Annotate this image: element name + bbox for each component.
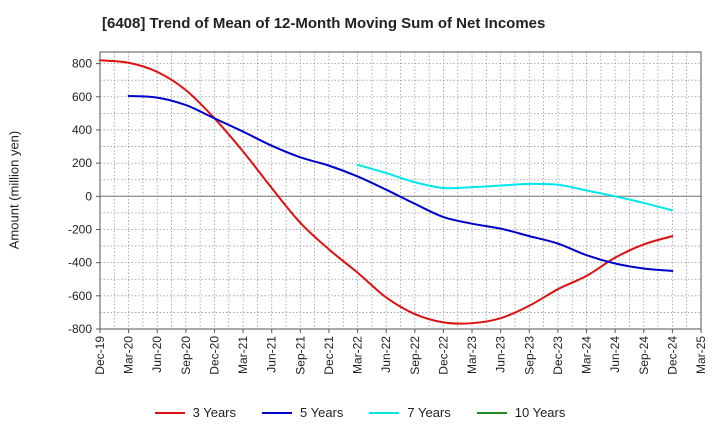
series-line-7-years — [356, 163, 674, 212]
x-tick-label: Sep-24 — [637, 336, 651, 375]
x-tick-label: Dec-20 — [207, 336, 221, 375]
y-tick-label: -200 — [68, 222, 92, 236]
legend-item-10-years: 10 Years — [476, 405, 566, 420]
legend-item-7-years: 7 Years — [369, 405, 451, 420]
y-tick-label: -400 — [68, 256, 92, 270]
x-tick-label: Jun-22 — [379, 336, 393, 373]
y-tick-label: 200 — [72, 156, 92, 170]
x-tick-label: Sep-22 — [408, 336, 422, 375]
x-tick-label: Jun-23 — [494, 336, 508, 373]
x-tick-label: Dec-24 — [665, 336, 679, 375]
x-tick-label: Dec-22 — [436, 336, 450, 375]
x-tick-label: Mar-20 — [122, 336, 136, 374]
legend-label-7-years: 7 Years — [407, 405, 451, 420]
y-tick-label: -800 — [68, 322, 92, 336]
y-tick-label: 0 — [85, 189, 92, 203]
x-tick-label: Mar-22 — [351, 336, 365, 374]
y-tick-label: 800 — [72, 57, 92, 71]
legend-label-5-years: 5 Years — [300, 405, 344, 420]
x-tick-label: Jun-24 — [608, 336, 622, 373]
plot-frame — [99, 51, 702, 330]
y-tick-label: 600 — [72, 90, 92, 104]
x-tick-label: Mar-25 — [694, 336, 708, 374]
legend-swatch-7-years — [369, 411, 400, 414]
legend-swatch-10-years — [476, 411, 507, 414]
legend-label-3-years: 3 Years — [192, 405, 236, 420]
x-tick-label: Dec-21 — [322, 336, 336, 375]
x-tick-label: Sep-21 — [293, 336, 307, 375]
x-tick-label: Jun-21 — [265, 336, 279, 373]
x-tick-label: Dec-19 — [93, 336, 107, 375]
chart-title: [6408] Trend of Mean of 12-Month Moving … — [102, 15, 546, 32]
y-tick-label: -600 — [68, 289, 92, 303]
legend-item-3-years: 3 Years — [154, 405, 236, 420]
x-tick-label: Sep-20 — [179, 336, 193, 375]
series-line-3-years — [99, 59, 674, 325]
x-tick-label: Sep-23 — [522, 336, 536, 375]
legend-swatch-3-years — [154, 411, 185, 414]
x-tick-label: Dec-23 — [551, 336, 565, 375]
y-tick-label: 400 — [72, 123, 92, 137]
legend-item-5-years: 5 Years — [262, 405, 343, 420]
x-tick-label: Mar-21 — [236, 336, 250, 374]
x-tick-label: Mar-23 — [465, 336, 479, 374]
x-tick-label: Mar-24 — [580, 336, 594, 374]
legend-label-10-years: 10 Years — [514, 405, 566, 420]
legend-swatch-5-years — [262, 411, 292, 414]
x-tick-label: Jun-20 — [150, 336, 164, 373]
legend: 3 Years 5 Years 7 Years 10 Years — [0, 405, 720, 420]
series-line-5-years — [127, 94, 674, 272]
